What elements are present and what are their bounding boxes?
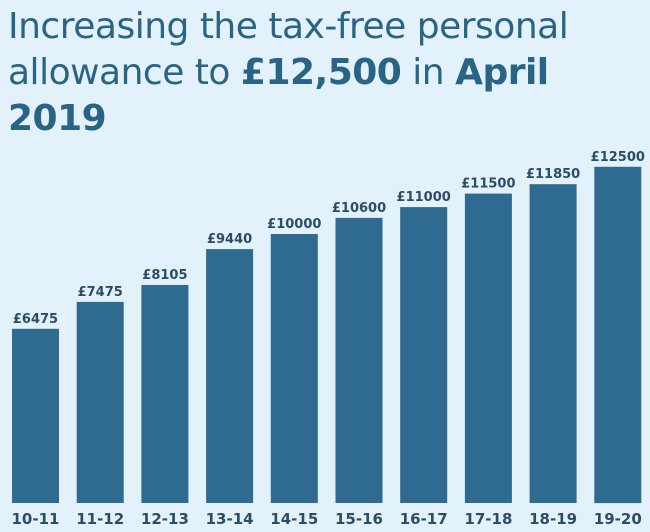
bar-12-13 xyxy=(141,285,189,503)
value-label-10-11: £6475 xyxy=(13,312,58,327)
bar-17-18 xyxy=(464,193,512,503)
title-line-1: Increasing the tax-free personal xyxy=(8,6,569,47)
value-label-13-14: £9440 xyxy=(207,232,252,247)
x-tick-label-18-19: 18-19 xyxy=(529,510,577,528)
x-tick-label-19-20: 19-20 xyxy=(594,510,642,528)
value-label-15-16: £10600 xyxy=(332,201,386,216)
x-tick-label-17-18: 17-18 xyxy=(464,510,512,528)
value-label-18-19: £11850 xyxy=(526,167,580,182)
bar-16-17 xyxy=(400,207,448,503)
bar-13-14 xyxy=(206,249,254,503)
title-line-2-prefix: allowance to xyxy=(8,52,241,93)
bar-10-11 xyxy=(12,328,59,503)
x-tick-label-16-17: 16-17 xyxy=(400,510,448,528)
x-tick-label-14-15: 14-15 xyxy=(270,510,318,528)
bar-19-20 xyxy=(594,166,642,504)
x-tick-label-13-14: 13-14 xyxy=(206,510,254,528)
title-line-2: allowance to £12,500 in April 2019 xyxy=(8,50,644,142)
value-label-11-12: £7475 xyxy=(78,285,123,300)
title-date: April 2019 xyxy=(8,52,549,139)
value-label-14-15: £10000 xyxy=(267,217,321,232)
title-amount: £12,500 xyxy=(240,52,402,93)
value-label-16-17: £11000 xyxy=(397,190,451,205)
bar-18-19 xyxy=(529,184,577,503)
x-tick-label-12-13: 12-13 xyxy=(141,510,189,528)
x-tick-label-11-12: 11-12 xyxy=(76,510,124,528)
title-line-2-middle: in xyxy=(401,52,456,93)
bar-15-16 xyxy=(335,217,383,503)
bar-14-15 xyxy=(270,234,318,503)
bar-11-12 xyxy=(76,301,124,503)
value-label-17-18: £11500 xyxy=(461,177,515,192)
x-tick-label-10-11: 10-11 xyxy=(12,510,60,528)
value-label-12-13: £8105 xyxy=(142,268,187,283)
x-tick-label-15-16: 15-16 xyxy=(335,510,383,528)
chart-title: Increasing the tax-free personal allowan… xyxy=(8,4,644,142)
value-label-19-20: £12500 xyxy=(591,150,645,165)
